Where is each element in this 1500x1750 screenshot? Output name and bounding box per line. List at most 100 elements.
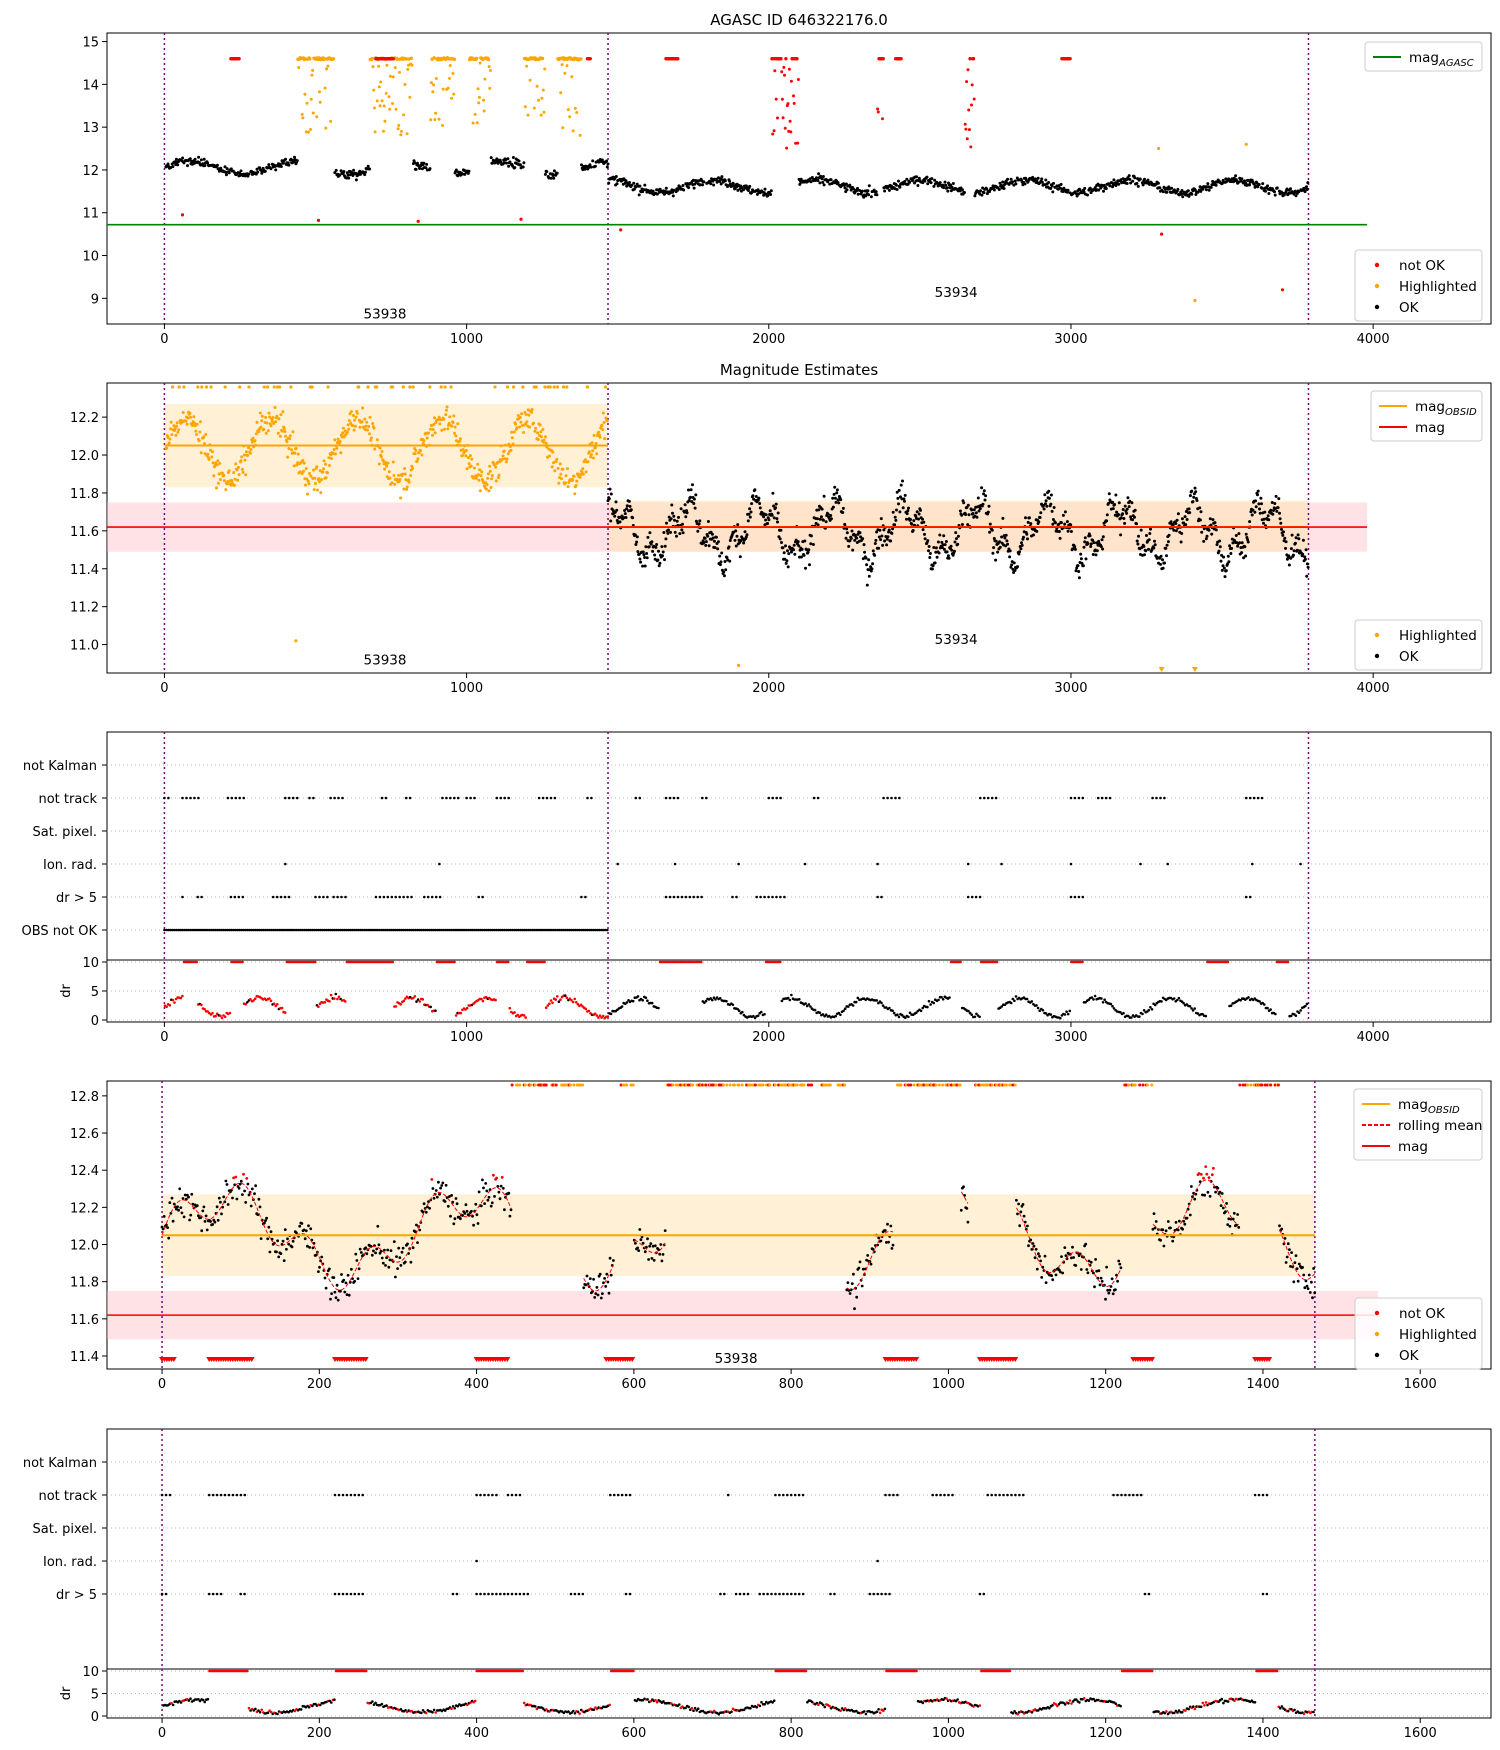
data-point bbox=[978, 507, 982, 511]
data-point bbox=[1141, 1012, 1144, 1016]
data-point bbox=[182, 385, 186, 389]
data-point bbox=[614, 175, 618, 178]
data-point bbox=[1059, 521, 1063, 525]
data-point bbox=[1267, 518, 1271, 522]
data-point bbox=[408, 796, 412, 800]
data-point bbox=[634, 185, 638, 189]
data-point bbox=[901, 479, 904, 483]
data-point bbox=[1292, 549, 1296, 553]
data-point bbox=[1069, 530, 1073, 533]
data-point bbox=[486, 472, 490, 476]
data-point bbox=[508, 160, 512, 164]
data-point bbox=[1103, 998, 1106, 1001]
data-point bbox=[301, 458, 305, 462]
data-point bbox=[322, 467, 325, 471]
data-point bbox=[446, 86, 450, 90]
data-point bbox=[816, 179, 820, 182]
data-point bbox=[940, 540, 944, 544]
data-point bbox=[377, 462, 381, 466]
data-point bbox=[479, 474, 483, 478]
data-point bbox=[405, 132, 409, 136]
data-point bbox=[843, 1007, 847, 1010]
data-point bbox=[1258, 511, 1262, 515]
data-point bbox=[199, 451, 203, 455]
data-point bbox=[923, 179, 927, 183]
data-point bbox=[391, 960, 395, 964]
data-point bbox=[453, 425, 457, 429]
data-point bbox=[596, 928, 599, 932]
data-point bbox=[1277, 497, 1281, 501]
data-point bbox=[795, 57, 799, 61]
data-point bbox=[851, 1004, 855, 1007]
data-point bbox=[628, 1493, 632, 1497]
data-point bbox=[1061, 513, 1065, 517]
data-point bbox=[278, 434, 282, 438]
data-point bbox=[829, 517, 833, 521]
data-point bbox=[968, 57, 972, 61]
data-point bbox=[895, 188, 899, 191]
data-point bbox=[586, 796, 589, 800]
data-point bbox=[714, 535, 718, 539]
data-point bbox=[337, 995, 341, 999]
data-point bbox=[741, 1010, 744, 1014]
data-point bbox=[528, 78, 532, 82]
data-point bbox=[515, 928, 518, 932]
data-point bbox=[467, 462, 471, 466]
data-point bbox=[356, 928, 360, 932]
data-point bbox=[642, 553, 646, 557]
data-point bbox=[317, 1005, 320, 1008]
data-point bbox=[1265, 1592, 1269, 1596]
data-point bbox=[252, 928, 255, 932]
panel-title: Magnitude Estimates bbox=[720, 361, 878, 379]
data-point bbox=[723, 179, 727, 183]
data-point bbox=[215, 1493, 219, 1497]
data-point bbox=[718, 180, 722, 183]
data-point bbox=[1210, 532, 1214, 536]
data-point bbox=[173, 928, 176, 932]
data-point bbox=[322, 895, 325, 899]
data-point bbox=[288, 437, 292, 441]
data-point bbox=[490, 474, 494, 477]
data-point bbox=[1194, 193, 1198, 196]
data-point bbox=[240, 455, 244, 459]
data-point bbox=[1125, 511, 1129, 515]
data-point bbox=[736, 188, 740, 192]
legend-top bbox=[1370, 390, 1483, 442]
data-point bbox=[940, 546, 944, 550]
data-point bbox=[1274, 494, 1278, 498]
data-point bbox=[212, 928, 216, 932]
data-point bbox=[636, 550, 640, 554]
data-point bbox=[317, 928, 320, 932]
data-point bbox=[1068, 57, 1072, 61]
data-point bbox=[1093, 994, 1097, 998]
data-point bbox=[530, 408, 534, 411]
data-point bbox=[1081, 960, 1084, 964]
y-tick-label: 11.2 bbox=[70, 601, 99, 616]
data-point bbox=[310, 73, 314, 77]
data-point bbox=[777, 535, 781, 539]
data-point bbox=[683, 510, 686, 514]
data-point bbox=[1063, 1013, 1067, 1016]
data-point bbox=[1057, 530, 1061, 533]
data-point bbox=[1116, 1493, 1119, 1497]
data-point bbox=[1135, 522, 1138, 526]
data-point bbox=[821, 518, 825, 522]
data-point bbox=[1161, 566, 1165, 570]
data-point bbox=[185, 422, 189, 426]
data-point bbox=[743, 530, 747, 534]
data-point bbox=[324, 462, 327, 466]
data-point bbox=[945, 186, 949, 190]
data-point bbox=[562, 928, 566, 932]
data-point bbox=[441, 87, 445, 91]
data-point bbox=[1009, 1001, 1013, 1005]
data-point bbox=[1253, 1493, 1257, 1497]
flag-row-label: Ion. rad. bbox=[43, 858, 97, 873]
data-point bbox=[583, 167, 587, 171]
data-point bbox=[256, 170, 260, 174]
data-point bbox=[737, 663, 741, 668]
data-point bbox=[237, 57, 241, 61]
data-point bbox=[335, 446, 339, 450]
data-point bbox=[1020, 541, 1023, 545]
data-point bbox=[211, 1011, 214, 1015]
data-point bbox=[929, 181, 933, 185]
